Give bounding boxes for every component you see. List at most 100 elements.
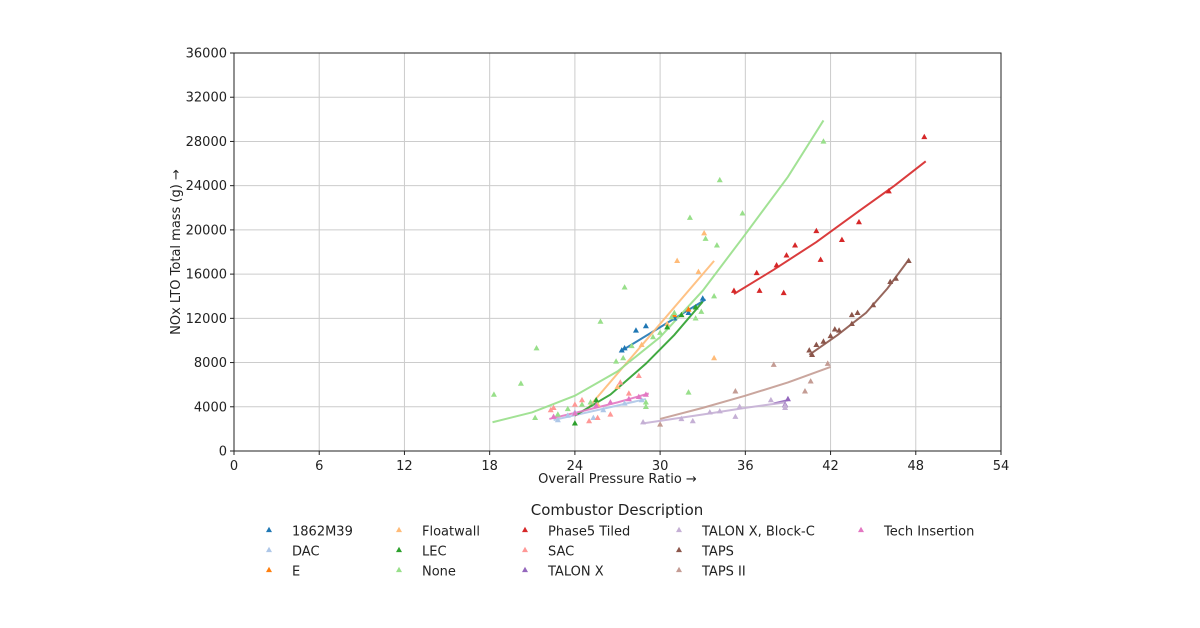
data-point — [638, 396, 645, 403]
legend-item: 1862M39 — [266, 525, 353, 540]
data-point — [784, 395, 791, 402]
data-point — [594, 414, 601, 420]
y-tick-label: 36000 — [186, 47, 227, 62]
data-point — [831, 326, 838, 332]
legend-item: SAC — [522, 545, 574, 560]
legend-label: TAPS II — [701, 565, 746, 580]
data-point — [809, 351, 816, 357]
data-point — [692, 315, 699, 321]
data-point — [671, 309, 678, 315]
data-point — [827, 332, 834, 339]
data-point — [701, 229, 708, 236]
plot-frame — [233, 52, 1002, 452]
legend-label: Tech Insertion — [883, 525, 974, 540]
data-point — [732, 388, 739, 394]
data-point — [490, 391, 497, 397]
data-point — [571, 401, 578, 407]
data-point — [730, 287, 737, 293]
x-tick-label: 6 — [315, 459, 323, 474]
fit-line — [588, 260, 715, 408]
fit-line — [619, 298, 707, 353]
legend-label: Floatwall — [422, 525, 480, 540]
data-point — [698, 308, 705, 314]
data-point — [685, 389, 692, 395]
legend-marker — [676, 526, 682, 533]
data-point — [587, 399, 594, 405]
data-point — [836, 327, 843, 333]
data-point — [620, 354, 627, 361]
data-point — [578, 396, 585, 403]
data-point — [801, 388, 808, 394]
data-point — [692, 304, 699, 310]
legend-item: DAC — [266, 545, 320, 560]
legend-item: Floatwall — [396, 525, 480, 540]
data-point — [621, 284, 628, 290]
data-point — [517, 380, 524, 386]
data-point — [736, 403, 743, 409]
data-point — [848, 320, 855, 327]
x-tick-label: 36 — [737, 459, 754, 474]
legend-label: DAC — [292, 545, 320, 560]
legend-marker — [522, 546, 528, 553]
data-point — [753, 269, 760, 276]
data-point — [792, 242, 799, 248]
legend-item: TALON X — [522, 565, 604, 580]
data-point — [813, 341, 820, 348]
data-point — [642, 403, 649, 409]
legend-label: SAC — [548, 545, 574, 560]
y-tick-label: 0 — [219, 445, 227, 460]
legend-marker — [676, 566, 682, 573]
data-point — [590, 414, 597, 420]
y-tick-label: 12000 — [186, 312, 227, 327]
data-point — [664, 323, 671, 330]
data-point — [905, 257, 912, 264]
data-point — [600, 406, 607, 413]
data-point — [739, 210, 746, 216]
data-point — [640, 419, 647, 425]
data-point — [711, 354, 718, 361]
data-point — [593, 402, 600, 408]
data-point — [618, 347, 625, 353]
data-point — [625, 390, 632, 396]
data-point — [628, 342, 635, 349]
y-tick-label: 4000 — [194, 400, 227, 415]
legend-label: 1862M39 — [292, 525, 353, 540]
data-point — [625, 395, 632, 402]
legend-marker — [522, 566, 528, 573]
legend-label: TAPS — [701, 545, 734, 560]
data-point — [642, 391, 649, 397]
data-point — [532, 414, 539, 420]
data-point — [713, 242, 720, 248]
data-point — [773, 262, 780, 268]
data-point — [642, 322, 649, 329]
data-point — [892, 275, 899, 281]
data-point — [756, 287, 763, 293]
legend-marker — [676, 546, 682, 553]
data-point — [711, 292, 718, 299]
data-point — [817, 256, 824, 262]
data-point — [635, 393, 642, 399]
data-point — [921, 133, 928, 140]
data-point — [571, 410, 578, 416]
x-tick-label: 42 — [822, 459, 839, 474]
data-point — [621, 344, 628, 351]
x-tick-label: 54 — [993, 459, 1010, 474]
data-point — [593, 396, 600, 403]
x-tick-label: 12 — [396, 459, 413, 474]
data-point — [674, 257, 681, 264]
data-point — [533, 344, 540, 351]
data-point — [770, 361, 777, 367]
fit-line — [659, 366, 831, 420]
data-point — [554, 416, 561, 423]
data-point — [571, 420, 578, 426]
data-point — [578, 401, 585, 407]
legend-item: None — [396, 565, 456, 580]
y-tick-label: 20000 — [186, 223, 227, 238]
data-point — [820, 338, 827, 344]
x-tick-label: 48 — [908, 459, 925, 474]
data-point — [780, 289, 787, 296]
data-point — [706, 409, 713, 415]
x-tick-label: 18 — [481, 459, 498, 474]
data-point — [885, 187, 892, 194]
